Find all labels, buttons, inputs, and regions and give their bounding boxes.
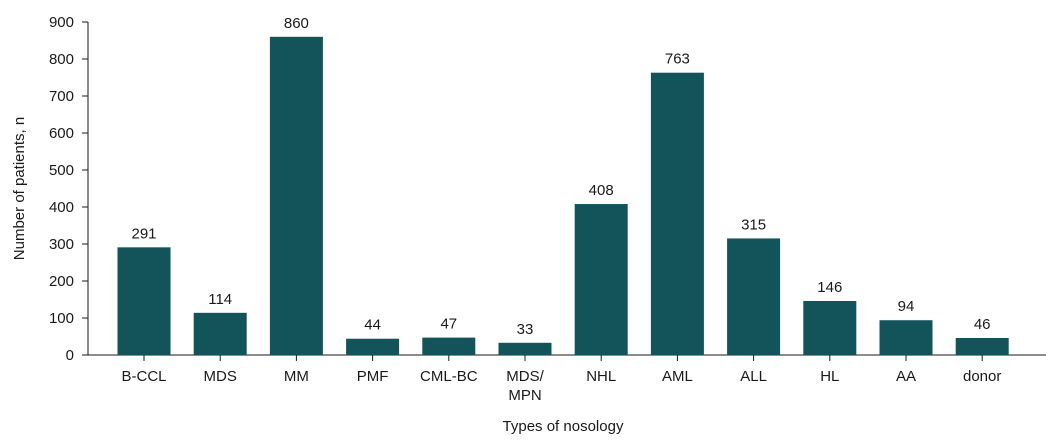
x-tick-label: AML [662, 368, 693, 385]
bar [346, 338, 400, 355]
x-tick-label: MM [284, 368, 309, 385]
bar [803, 300, 857, 355]
x-tick-label: MDS/MPN [506, 368, 544, 404]
y-tick-label: 0 [66, 347, 74, 364]
y-axis-title: Number of patients, n [11, 117, 28, 260]
bar [498, 342, 552, 355]
x-tick-label: NHL [586, 368, 616, 385]
y-tick-label: 900 [49, 14, 74, 31]
y-tick-label: 700 [49, 88, 74, 105]
data-label: 46 [974, 316, 991, 333]
x-tick-label: B-CCL [121, 368, 166, 385]
x-tick-label: PMF [357, 368, 389, 385]
x-tick-label: MDS [204, 368, 237, 385]
data-label: 94 [898, 298, 915, 315]
data-labels: 291 114 860 44 47 33 408 763 315 146 94 46 [131, 15, 990, 338]
bar [955, 337, 1009, 355]
y-tick-label: 100 [49, 310, 74, 327]
data-label: 763 [665, 51, 690, 68]
data-label: 315 [741, 216, 766, 233]
data-label: 860 [284, 15, 309, 32]
bar [574, 204, 628, 355]
y-tick-label: 200 [49, 273, 74, 290]
data-label: 291 [131, 225, 156, 242]
y-tick-label: 300 [49, 236, 74, 253]
bar [727, 238, 781, 355]
data-label: 44 [364, 317, 381, 334]
y-tick-label: 800 [49, 51, 74, 68]
bar [117, 247, 171, 355]
x-tick-label: CML-BC [420, 368, 478, 385]
bars [117, 36, 1009, 356]
x-tick-label: HL [820, 368, 839, 385]
bar [650, 72, 704, 355]
y-tick-label: 400 [49, 199, 74, 216]
y-tick-label: 500 [49, 162, 74, 179]
x-axis-title: Types of nosology [503, 418, 624, 435]
x-tick-label: donor [963, 368, 1001, 385]
y-tick-label: 600 [49, 125, 74, 142]
bar [193, 312, 247, 355]
data-label: 47 [440, 316, 457, 333]
y-ticks: 0 100 200 300 400 500 600 700 800 900 [49, 14, 88, 364]
data-label: 146 [817, 279, 842, 296]
y-axis: 0 100 200 300 400 500 600 700 800 900 [49, 14, 89, 364]
data-label: 33 [517, 321, 534, 338]
bar [269, 36, 323, 356]
x-tick-label: AA [896, 368, 916, 385]
data-label: 408 [589, 182, 614, 199]
bar [422, 337, 476, 355]
x-axis: B-CCL MDS MM PMF CML-BC MDS/MPN NHL AML ALL HL AA d… [88, 354, 1046, 404]
bar [879, 320, 933, 355]
data-label: 114 [208, 291, 232, 308]
x-tick-label: ALL [740, 368, 767, 385]
x-ticks: B-CCL MDS MM PMF CML-BC MDS/MPN NHL AML ALL HL AA d… [121, 355, 1001, 404]
